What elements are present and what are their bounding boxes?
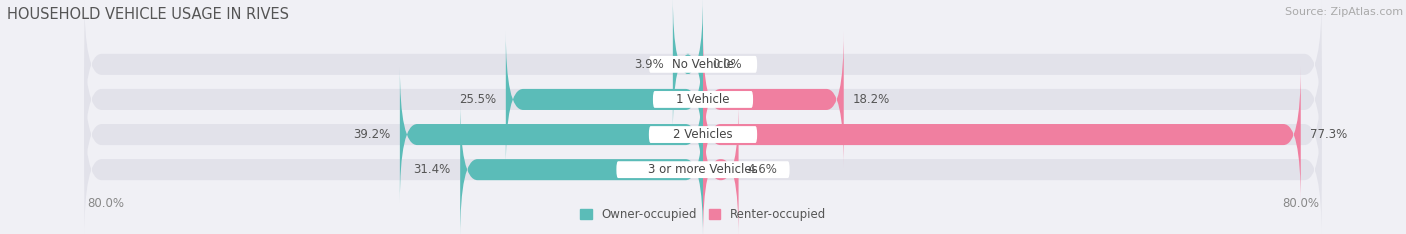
FancyBboxPatch shape: [652, 91, 754, 108]
FancyBboxPatch shape: [703, 31, 844, 168]
Text: HOUSEHOLD VEHICLE USAGE IN RIVES: HOUSEHOLD VEHICLE USAGE IN RIVES: [7, 7, 290, 22]
Text: No Vehicle: No Vehicle: [672, 58, 734, 71]
FancyBboxPatch shape: [84, 66, 1322, 203]
Text: 77.3%: 77.3%: [1310, 128, 1347, 141]
FancyBboxPatch shape: [650, 56, 756, 73]
FancyBboxPatch shape: [399, 66, 703, 203]
FancyBboxPatch shape: [506, 31, 703, 168]
Text: 31.4%: 31.4%: [413, 163, 451, 176]
Text: 4.6%: 4.6%: [748, 163, 778, 176]
FancyBboxPatch shape: [84, 31, 1322, 168]
FancyBboxPatch shape: [673, 0, 703, 132]
Text: 80.0%: 80.0%: [1282, 197, 1319, 210]
FancyBboxPatch shape: [616, 161, 790, 178]
FancyBboxPatch shape: [460, 102, 703, 234]
FancyBboxPatch shape: [84, 0, 1322, 132]
Text: 3.9%: 3.9%: [634, 58, 664, 71]
FancyBboxPatch shape: [703, 102, 738, 234]
FancyBboxPatch shape: [84, 102, 1322, 234]
Text: 0.0%: 0.0%: [713, 58, 742, 71]
Text: 1 Vehicle: 1 Vehicle: [676, 93, 730, 106]
Text: 18.2%: 18.2%: [853, 93, 890, 106]
Text: 39.2%: 39.2%: [353, 128, 391, 141]
Text: 25.5%: 25.5%: [460, 93, 496, 106]
Text: 3 or more Vehicles: 3 or more Vehicles: [648, 163, 758, 176]
FancyBboxPatch shape: [650, 126, 756, 143]
Text: 80.0%: 80.0%: [87, 197, 124, 210]
Legend: Owner-occupied, Renter-occupied: Owner-occupied, Renter-occupied: [575, 203, 831, 226]
FancyBboxPatch shape: [703, 66, 1301, 203]
Text: 2 Vehicles: 2 Vehicles: [673, 128, 733, 141]
Text: Source: ZipAtlas.com: Source: ZipAtlas.com: [1285, 7, 1403, 17]
